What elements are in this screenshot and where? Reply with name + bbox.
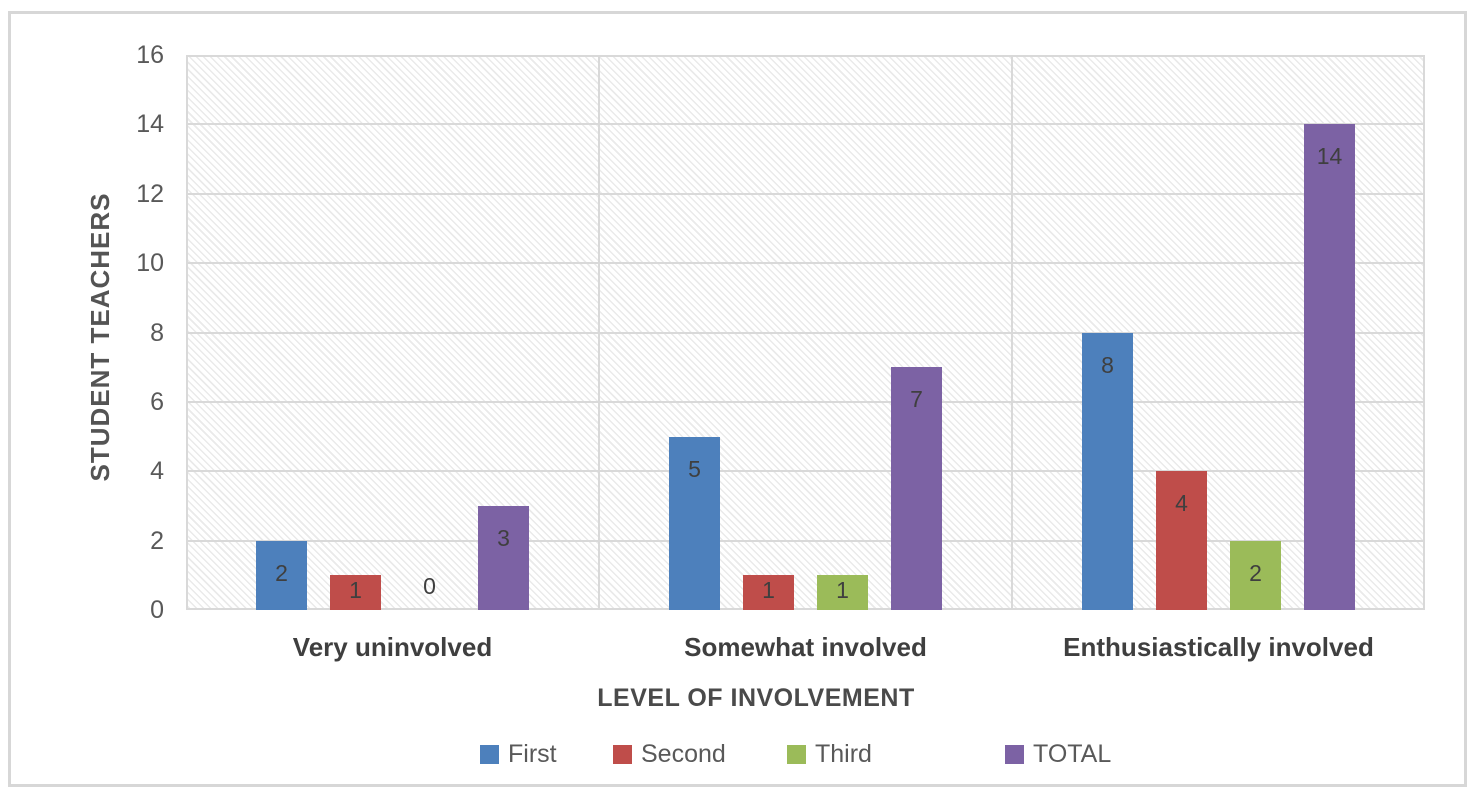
bar-value-label: 14 bbox=[1316, 143, 1343, 170]
gridline bbox=[186, 331, 1425, 334]
legend-swatch-third bbox=[787, 744, 806, 764]
gridline bbox=[186, 400, 1425, 403]
y-tick-label: 12 bbox=[136, 179, 164, 208]
bar-value-label: 7 bbox=[910, 386, 923, 413]
bar-value-label: 1 bbox=[836, 577, 849, 604]
legend-swatch-first bbox=[480, 744, 499, 764]
bar-value-label: 2 bbox=[275, 559, 288, 586]
bar-value-label: 5 bbox=[688, 455, 701, 482]
gridline bbox=[186, 123, 1425, 126]
category-label: Enthusiastically involved bbox=[1063, 632, 1374, 662]
gridline bbox=[186, 262, 1425, 265]
bar-value-label: 2 bbox=[1249, 559, 1262, 586]
bar-value-label: 8 bbox=[1101, 351, 1114, 378]
category-label: Somewhat involved bbox=[684, 632, 927, 662]
category-label: Very uninvolved bbox=[292, 632, 493, 662]
legend-label: Third bbox=[815, 740, 872, 768]
y-tick-label: 10 bbox=[136, 249, 164, 278]
y-tick-label: 8 bbox=[150, 318, 164, 347]
legend-item: First bbox=[480, 740, 557, 768]
legend-item: TOTAL bbox=[1005, 740, 1111, 768]
y-tick-label: 6 bbox=[150, 387, 164, 416]
y-tick-label: 14 bbox=[136, 110, 164, 139]
y-tick-label: 4 bbox=[150, 457, 164, 486]
gridline bbox=[186, 192, 1425, 195]
legend-item: Third bbox=[787, 740, 872, 768]
bar bbox=[330, 575, 381, 610]
bar bbox=[1156, 471, 1207, 610]
legend-label: First bbox=[508, 740, 557, 768]
y-tick-label: 2 bbox=[150, 526, 164, 555]
bar-value-label: 1 bbox=[762, 577, 775, 604]
bar-value-label: 0 bbox=[423, 573, 436, 599]
bar bbox=[1082, 332, 1133, 610]
legend-swatch-second bbox=[613, 744, 632, 764]
bar-value-label: 1 bbox=[349, 577, 362, 604]
bar-value-label: 4 bbox=[1175, 490, 1188, 517]
gridline bbox=[186, 539, 1425, 542]
bar bbox=[478, 505, 529, 610]
bar bbox=[891, 367, 942, 610]
bar bbox=[743, 575, 794, 610]
bar bbox=[1304, 124, 1355, 610]
bar bbox=[1230, 540, 1281, 610]
bar bbox=[669, 436, 720, 610]
category-divider bbox=[598, 55, 600, 610]
legend-label: Second bbox=[641, 740, 726, 768]
legend-swatch-total bbox=[1005, 744, 1024, 764]
category-divider bbox=[1011, 55, 1013, 610]
gridline bbox=[186, 470, 1425, 473]
y-tick-label: 16 bbox=[136, 41, 164, 69]
y-tick-label: 0 bbox=[150, 596, 164, 624]
bar bbox=[817, 575, 868, 610]
legend-label: TOTAL bbox=[1033, 740, 1112, 768]
bar bbox=[256, 540, 307, 610]
bar-value-label: 3 bbox=[497, 524, 510, 551]
x-axis-title: LEVEL OF INVOLVEMENT bbox=[597, 684, 915, 712]
legend-item: Second bbox=[613, 740, 726, 768]
